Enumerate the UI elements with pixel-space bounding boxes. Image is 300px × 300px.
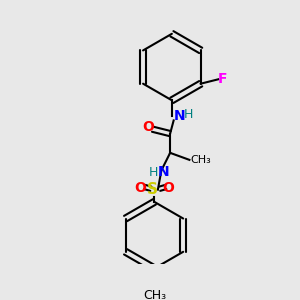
Text: O: O xyxy=(162,181,174,195)
Text: CH₃: CH₃ xyxy=(143,289,166,300)
Text: O: O xyxy=(142,121,154,134)
Text: H: H xyxy=(184,108,194,121)
Text: CH₃: CH₃ xyxy=(190,155,211,165)
Text: N: N xyxy=(158,165,170,179)
Text: O: O xyxy=(134,181,146,195)
Text: S: S xyxy=(147,182,158,197)
Text: F: F xyxy=(218,72,228,86)
Text: H: H xyxy=(149,166,158,178)
Text: N: N xyxy=(174,109,185,123)
